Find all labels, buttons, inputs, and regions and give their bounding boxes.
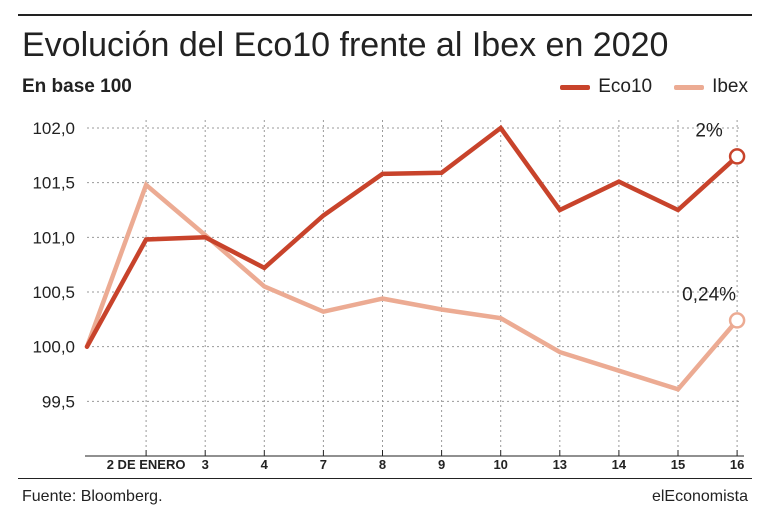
end-label-eco10: 2% (695, 120, 723, 141)
x-tick-label: 2 DE ENERO (107, 457, 186, 472)
x-tick-label: 7 (320, 457, 327, 472)
x-tick-label: 4 (261, 457, 269, 472)
brand-logo-text: elEconomista (651, 488, 748, 505)
legend-swatch-eco10 (560, 84, 591, 90)
x-tick-label: 16 (730, 457, 744, 472)
x-tick-label: 10 (493, 457, 507, 472)
end-marker-eco10 (728, 148, 746, 165)
chart-subtitle: En base 100 (22, 76, 132, 97)
legend: Eco10 Ibex (560, 76, 748, 98)
footer-rule (18, 478, 752, 479)
source-note: Fuente: Bloomberg. (22, 488, 163, 505)
end-label-ibex: 0,24% (682, 284, 736, 305)
y-tick-label: 102,0 (32, 119, 75, 138)
x-tick-label: 15 (671, 457, 685, 472)
x-tick-label: 9 (438, 457, 445, 472)
y-tick-label: 100,0 (32, 338, 75, 357)
end-marker-ibex (728, 312, 746, 329)
chart-title: Evolución del Eco10 frente al Ibex en 20… (22, 26, 669, 64)
y-tick-label: 101,5 (32, 174, 75, 193)
x-tick-label: 13 (553, 457, 567, 472)
x-tick-label: 8 (379, 457, 386, 472)
series-line-ibex (84, 181, 740, 392)
y-tick-label: 101,0 (32, 228, 75, 247)
y-tick-label: 99,5 (42, 392, 75, 411)
x-tick-label: 3 (202, 457, 209, 472)
series-line-eco10 (84, 124, 740, 349)
x-tick-label: 14 (612, 457, 627, 472)
legend-label-eco10: Eco10 (598, 76, 653, 97)
top-rule (18, 14, 752, 16)
legend-item-ibex: Ibex (674, 76, 748, 98)
legend-label-ibex: Ibex (712, 76, 748, 97)
y-tick-label: 100,5 (32, 283, 75, 302)
legend-swatch-ibex (674, 84, 705, 90)
legend-item-eco10: Eco10 (560, 76, 652, 98)
